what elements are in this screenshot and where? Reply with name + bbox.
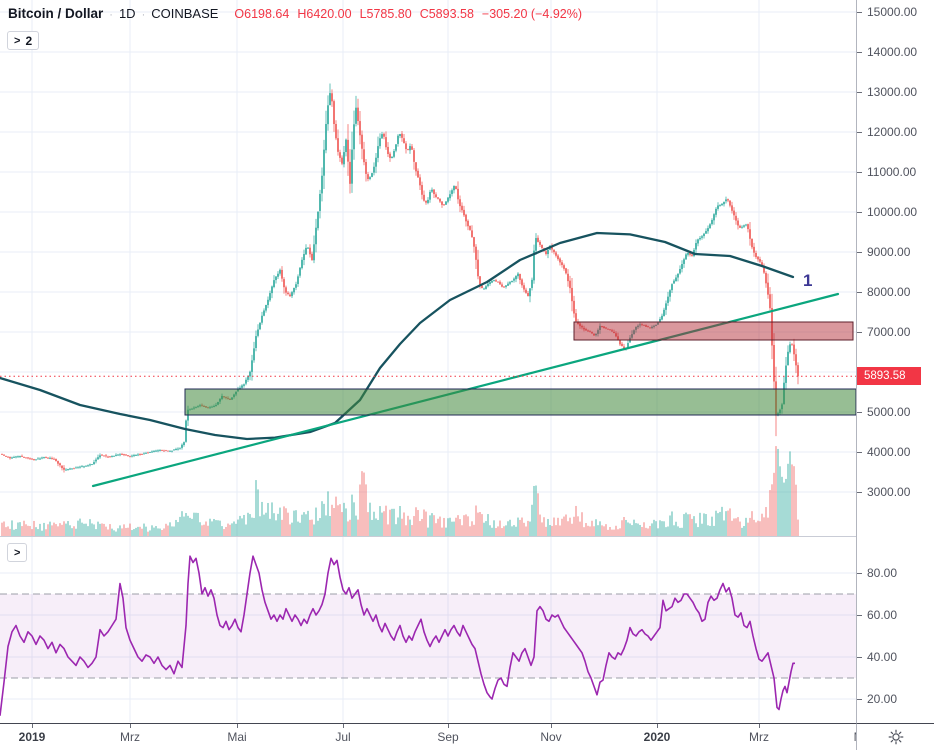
last-price-axis-label: 5893.58 [857,367,921,386]
price-tick-label: 9000.00 [867,245,911,259]
tick-mark [857,615,862,616]
chevron-right-icon: > [14,546,21,559]
tick-mark [857,292,862,293]
resistance-zone[interactable] [573,321,854,341]
price-pane-canvas[interactable] [0,0,856,537]
time-tick-mark [32,724,33,728]
time-tick-mark [657,724,658,728]
tick-mark [857,332,862,333]
rsi-pane-canvas[interactable] [0,537,856,722]
time-tick-label: Mai [227,730,247,744]
tick-mark [857,252,862,253]
volume-series [1,446,799,536]
chevron-right-icon: > [14,34,21,47]
axis-settings-corner[interactable] [856,723,934,750]
price-tick-label: 13000.00 [867,85,918,99]
rsi-tick-label: 20.00 [867,692,898,706]
tick-mark [857,92,862,93]
tick-mark [857,657,862,658]
rsi-line[interactable] [0,555,795,716]
legend-separator: · [109,9,113,21]
tick-mark [857,699,862,700]
symbol-legend: Bitcoin / Dollar · 1D · COINBASE O6198.6… [8,6,582,21]
price-tick-label: 8000.00 [867,285,911,299]
rsi-tick-label: 80.00 [867,566,898,580]
price-tick-label: 3000.00 [867,485,911,499]
tick-mark [857,52,862,53]
time-tick-label: 2019 [18,730,46,744]
price-axis[interactable]: 15000.00 14000.00 13000.00 12000.00 11000.00… [856,0,934,750]
time-tick-mark [551,724,552,728]
main-grid [0,0,856,537]
tick-mark [857,132,862,133]
rsi-tick-label: 40.00 [867,650,898,664]
rsi-band [0,594,856,678]
price-tick-label: 4000.00 [867,445,911,459]
ohlc-change: −305.20 (−4.92%) [481,7,582,21]
drawing-label-1[interactable]: 1 [803,271,813,290]
tick-mark [857,452,862,453]
time-tick-label: Sep [437,730,459,744]
time-tick-label: Nov [540,730,562,744]
time-tick-label: Mrz [120,730,140,744]
time-tick-mark [237,724,238,728]
tick-mark [857,172,862,173]
price-tick-label: 11000.00 [867,165,917,179]
ma200-line[interactable] [0,231,795,441]
object-tree-toggle-button[interactable]: > 2 [7,31,40,50]
ohlc-open: O6198.64 [234,7,290,21]
legend-separator: · [141,9,146,21]
ohlc-high: H6420.00 [297,7,352,21]
ohlc-low: L5785.80 [359,7,412,21]
symbol-title[interactable]: Bitcoin / Dollar [8,6,104,21]
time-tick-mark [130,724,131,728]
time-tick-label: Jul [335,730,351,744]
tick-mark [857,412,862,413]
time-tick-label: Mrz [749,730,769,744]
price-tick-label: 15000.00 [867,5,918,19]
tick-mark [857,12,862,13]
tick-mark [857,212,862,213]
price-tick-label: 14000.00 [867,45,918,59]
support-zone[interactable] [184,388,856,416]
rsi-tick-label: 60.00 [867,608,898,622]
time-tick-mark [759,724,760,728]
time-tick-label: 2020 [643,730,671,744]
object-count: 2 [25,33,33,48]
rsi-legend-toggle-button[interactable]: > [7,543,28,562]
exchange-name[interactable]: COINBASE [151,6,219,21]
time-tick-mark [343,724,344,728]
tick-mark [857,492,862,493]
price-tick-label: 10000.00 [867,205,918,219]
tick-mark [857,573,862,574]
price-tick-label: 12000.00 [867,125,918,139]
ohlc-close: C5893.58 [419,7,474,21]
ohlc-values: O6198.64 H6420.00 L5785.80 C5893.58 −305… [234,7,582,21]
time-axis[interactable]: 2019MrzMaiJulSepNov2020MrzMa [0,723,870,750]
rsi-grid [0,537,856,722]
price-tick-label: 5000.00 [867,405,911,419]
pane-separator[interactable] [0,536,856,537]
time-tick-mark [448,724,449,728]
price-tick-label: 7000.00 [867,325,911,339]
interval-value[interactable]: 1D [118,6,136,21]
gear-icon [888,729,903,745]
